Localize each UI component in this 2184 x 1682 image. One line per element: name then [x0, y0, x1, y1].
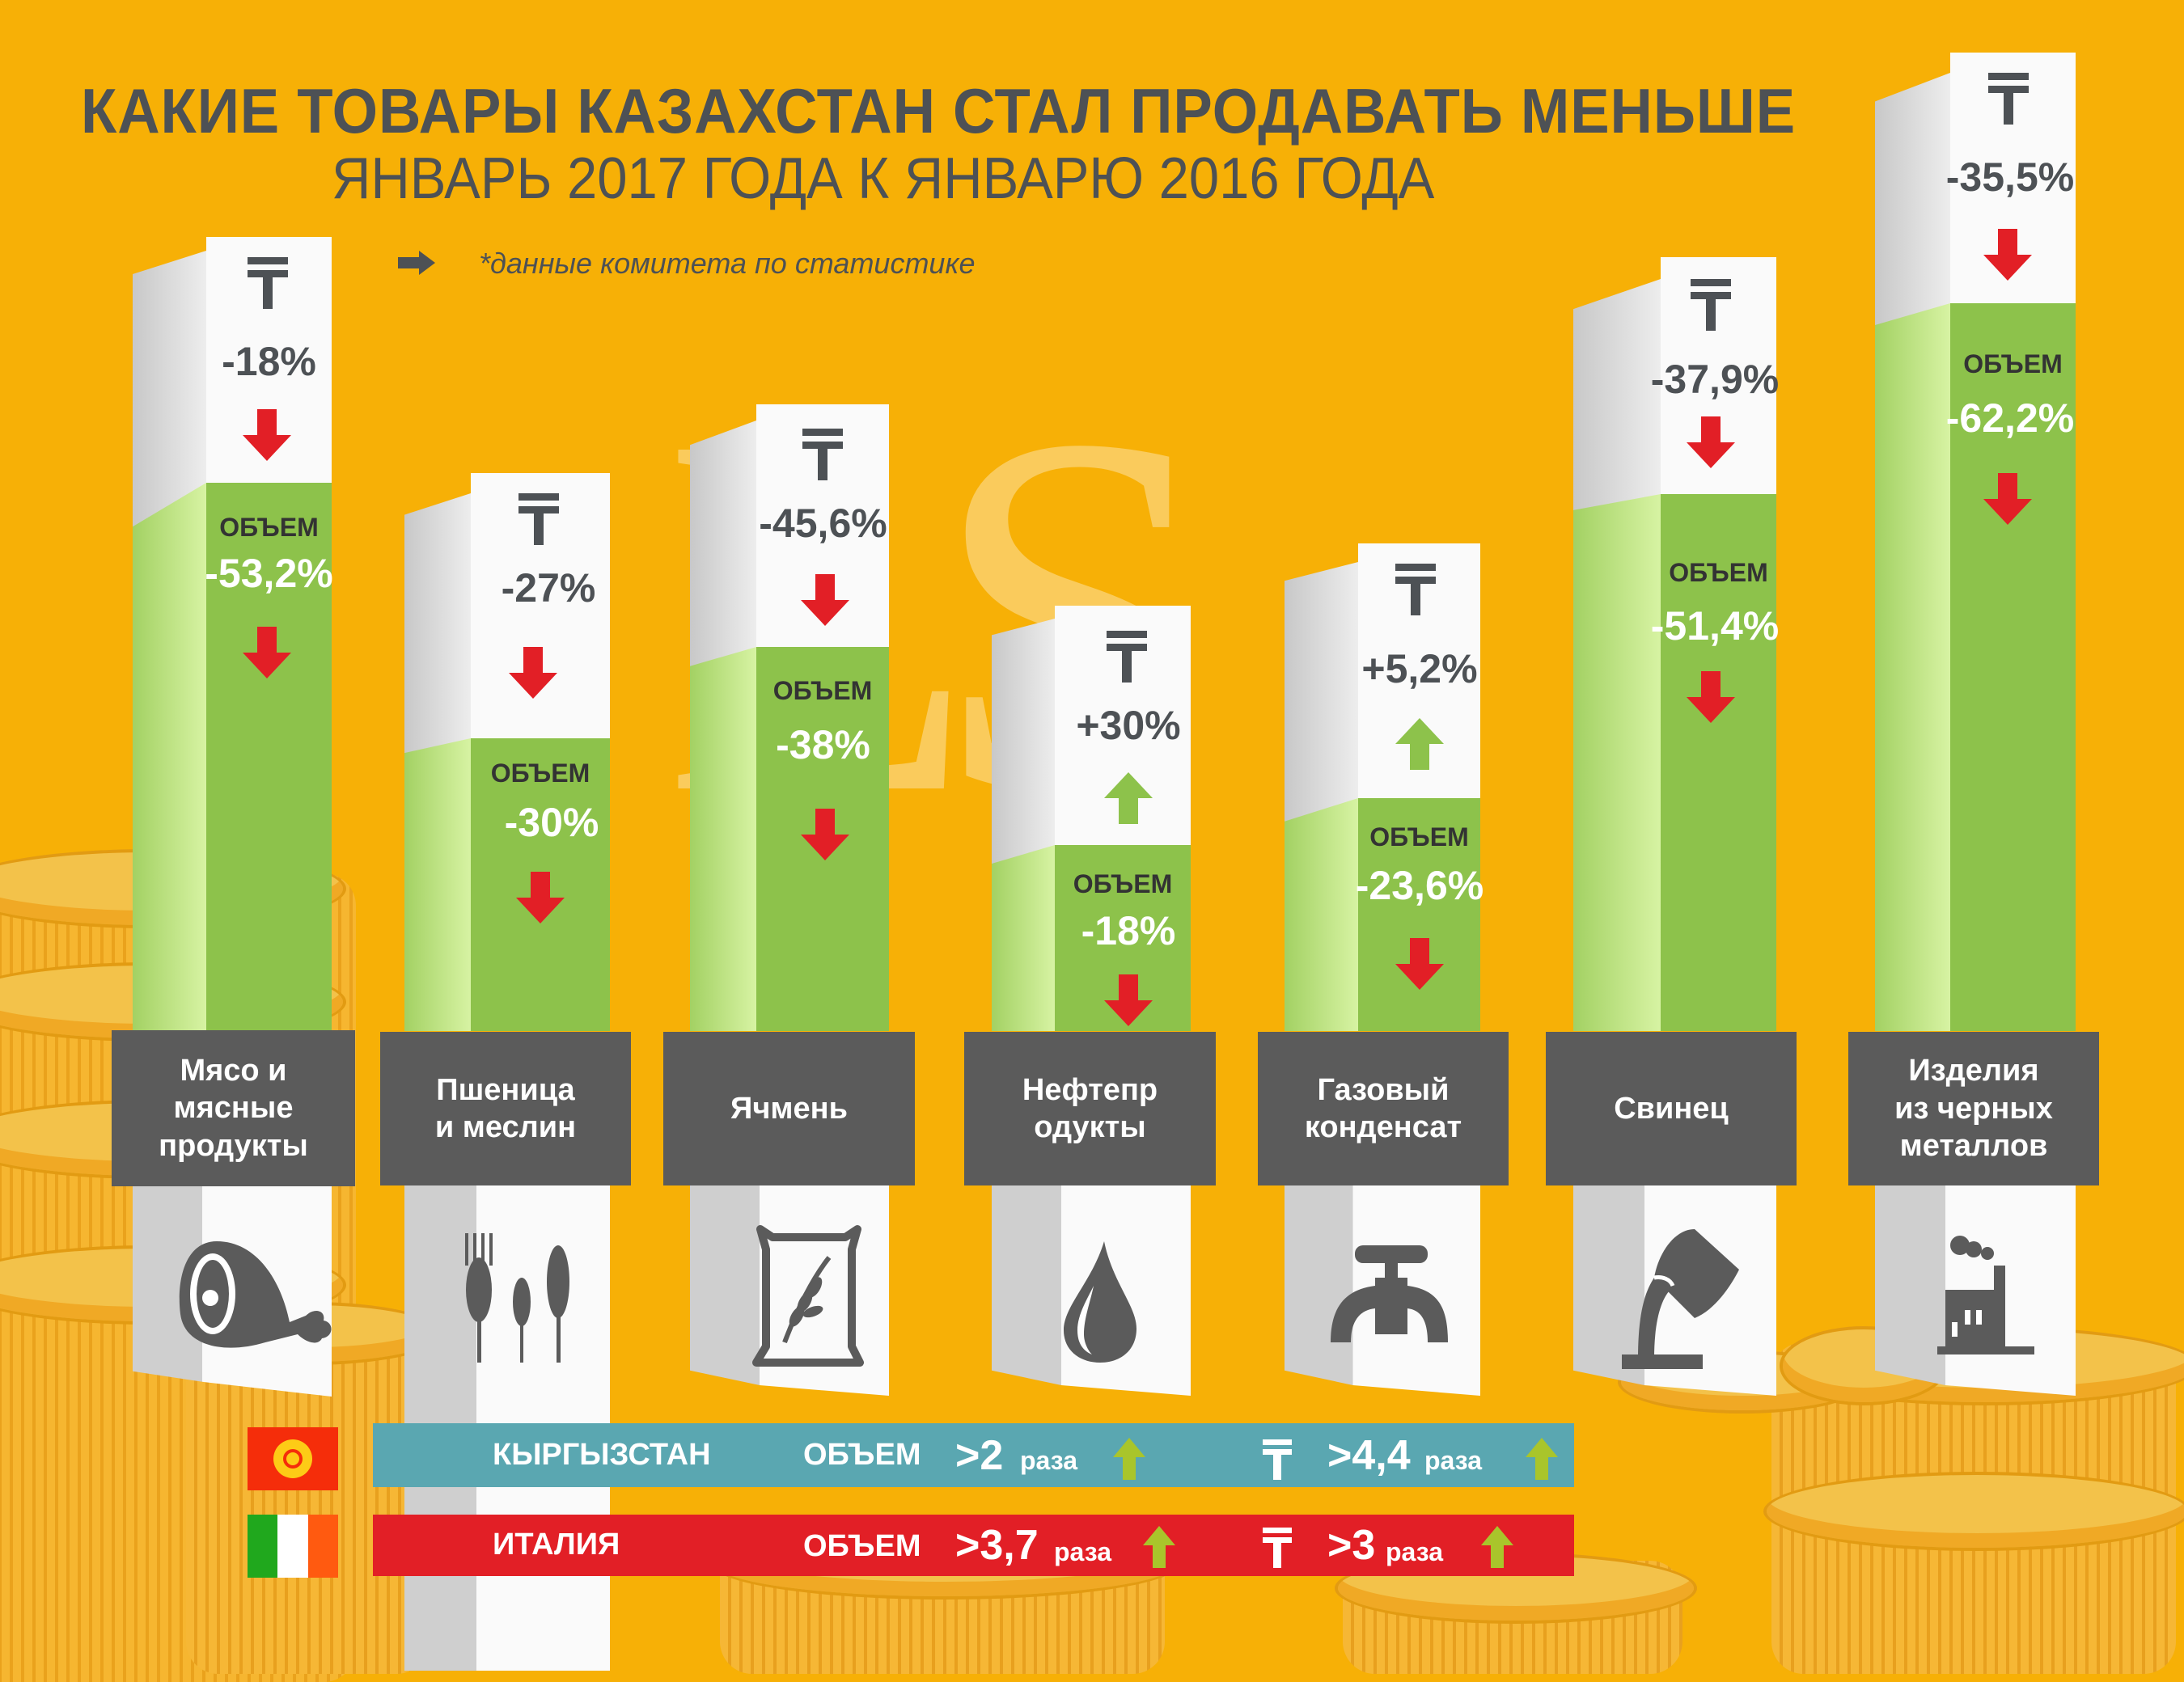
italy-flag-icon — [248, 1515, 338, 1578]
volume-label: ОБЪЕМ — [772, 676, 873, 705]
oil-drop-icon — [1064, 1241, 1136, 1363]
country-name: КЫРГЫЗСТАН — [493, 1438, 711, 1472]
product-name: Ячмень — [730, 1091, 848, 1126]
product-label: Мясо и мясные продукты — [112, 1030, 355, 1186]
product-name: Пшеница и меслин — [434, 1072, 577, 1144]
product-label: Изделия из черных металлов — [1848, 1032, 2099, 1185]
product-label: Нефтепродукты — [964, 1032, 1216, 1185]
tenge-icon — [1395, 564, 1436, 615]
tenge-icon — [1263, 1439, 1292, 1480]
tenge-icon — [518, 493, 559, 545]
volume-change: -51,4% — [1650, 603, 1780, 649]
arrow-down-icon — [516, 872, 565, 923]
volume-change: -62,2% — [1945, 395, 2075, 441]
volume-label: ОБЪЕМ — [803, 1529, 921, 1563]
arrow-down-icon — [1104, 974, 1153, 1026]
arrow-down-icon — [1983, 473, 2032, 525]
country-name: ИТАЛИЯ — [493, 1528, 620, 1562]
wheat-icon — [465, 1233, 569, 1363]
arrow-down-icon — [1687, 416, 1735, 468]
arrow-down-icon — [1395, 938, 1444, 990]
volume-value: >3,7 — [955, 1522, 1039, 1569]
page-subtitle: ЯНВАРЬ 2017 ГОДА К ЯНВАРЮ 2016 ГОДА — [332, 146, 1435, 211]
volume-change: -38% — [776, 722, 870, 767]
arrow-up-icon — [1113, 1438, 1145, 1480]
product-name: Нефтепродукты — [1022, 1072, 1158, 1144]
product-name: Газовый конденсат — [1304, 1072, 1462, 1144]
volume-label: ОБЪЕМ — [803, 1438, 921, 1472]
product-name: Свинец — [1614, 1091, 1729, 1126]
arrow-down-icon — [243, 627, 291, 678]
pouring-bucket-icon — [1622, 1229, 1739, 1369]
volume-change: -30% — [504, 800, 599, 845]
arrow-up-icon — [1481, 1526, 1513, 1568]
value-value: >3 — [1327, 1522, 1376, 1569]
volume-label: ОБЪЕМ — [219, 513, 319, 542]
product-label: Ячмень — [663, 1032, 915, 1185]
page-title: КАКИЕ ТОВАРЫ КАЗАХСТАН СТАЛ ПРОДАВАТЬ МЕ… — [81, 75, 1797, 146]
arrow-up-icon — [1395, 718, 1444, 770]
tenge-icon — [802, 429, 843, 480]
product-name: Мясо и мясные продукты — [159, 1053, 308, 1163]
volume-change: -18% — [1081, 908, 1176, 953]
volume-label: ОБЪЕМ — [1369, 822, 1469, 852]
product-label: Газовый конденсат — [1258, 1032, 1509, 1185]
volume-change: -53,2% — [205, 551, 333, 596]
ham-icon — [179, 1241, 332, 1348]
arrow-up-icon — [1143, 1526, 1175, 1568]
valve-tap-icon — [1331, 1245, 1448, 1342]
value-unit: раза — [1424, 1446, 1483, 1475]
arrow-down-icon — [509, 647, 557, 699]
arrow-down-icon — [801, 809, 849, 860]
grain-sack-icon — [752, 1225, 864, 1367]
volume-value: >2 — [955, 1432, 1004, 1479]
volume-unit: раза — [1054, 1537, 1112, 1566]
value-change: -45,6% — [759, 501, 887, 546]
tenge-icon — [1263, 1528, 1292, 1568]
value-change: +30% — [1076, 703, 1181, 748]
value-change: -37,9% — [1650, 357, 1780, 402]
volume-label: ОБЪЕМ — [1669, 558, 1768, 587]
value-unit: раза — [1386, 1537, 1444, 1566]
arrow-up-icon — [1104, 772, 1153, 824]
value-change: +5,2% — [1361, 646, 1478, 691]
product-label: Свинец — [1546, 1032, 1797, 1185]
value-change: -18% — [222, 339, 316, 384]
italy-bar: ИТАЛИЯ ОБЪЕМ >3,7 раза >3 раза — [373, 1515, 1574, 1576]
tenge-icon — [1988, 73, 2029, 125]
value-change: -27% — [501, 565, 596, 611]
arrow-down-icon — [1983, 229, 2032, 281]
volume-label: ОБЪЕМ — [1963, 349, 2063, 378]
arrow-down-icon — [801, 574, 849, 626]
source-note: *данные комитета по статистике — [479, 247, 976, 280]
arrow-right-icon — [398, 251, 435, 275]
value-value: >4,4 — [1327, 1432, 1411, 1479]
product-label: Пшеница и меслин — [380, 1032, 631, 1185]
kyrgyzstan-flag-icon — [248, 1427, 338, 1490]
arrow-up-icon — [1526, 1438, 1558, 1480]
tenge-icon — [1107, 631, 1147, 683]
volume-change: -23,6% — [1355, 863, 1484, 908]
kyrgyzstan-bar: КЫРГЫЗСТАН ОБЪЕМ >2 раза >4,4 раза — [373, 1423, 1574, 1487]
tenge-icon — [1691, 279, 1731, 331]
volume-label: ОБЪЕМ — [490, 759, 590, 788]
value-change: -35,5% — [1945, 154, 2075, 200]
product-name: Изделия из черных металлов — [1894, 1054, 2053, 1164]
volume-unit: раза — [1020, 1446, 1078, 1475]
arrow-down-icon — [1687, 671, 1735, 723]
volume-label: ОБЪЕМ — [1073, 869, 1173, 898]
arrow-down-icon — [243, 409, 291, 461]
tenge-icon — [248, 257, 288, 309]
factory-icon — [1937, 1236, 2034, 1354]
